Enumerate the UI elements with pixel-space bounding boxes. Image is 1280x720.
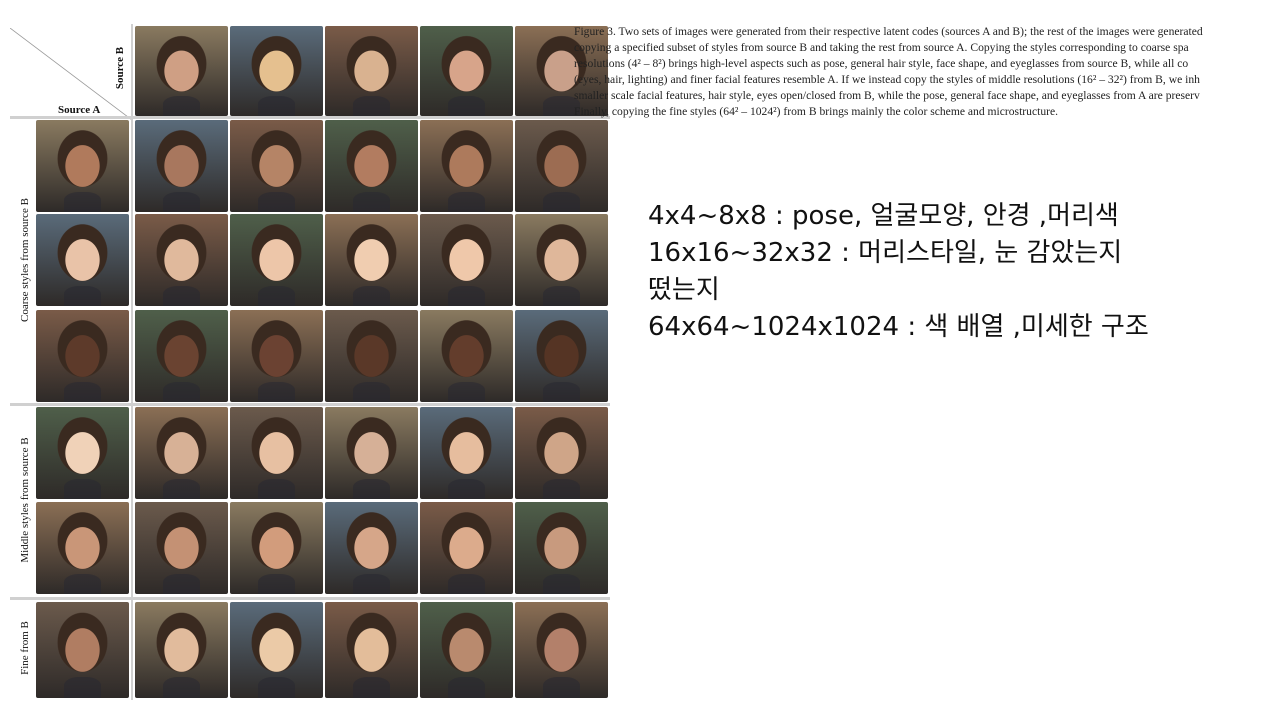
group-separator [10,597,610,600]
face-image [420,214,513,306]
caption-line: (eyes, hair, lighting) and finer facial … [574,73,1200,86]
face-image [230,502,323,594]
face-image [230,26,323,116]
face-image [515,214,608,306]
face-image [515,502,608,594]
face-image [420,502,513,594]
note-line: 16x16~32x32 : 머리스타일, 눈 감았는지 [648,238,1123,268]
note-line: 떴는지 [648,275,720,305]
face-image [36,310,129,402]
caption-line: smaller scale facial features, hair styl… [574,89,1200,102]
face-image [420,120,513,212]
face-image [420,310,513,402]
caption-line: Figure 3. Two sets of images were genera… [574,25,1203,38]
source-b-label: Source B [114,46,126,90]
face-image [36,602,129,698]
face-image [230,407,323,499]
header-diagonal [10,28,132,120]
middle-group-label: Middle styles from source B [19,437,31,563]
face-image [325,310,418,402]
face-image [420,26,513,116]
face-image [420,407,513,499]
figure-caption: Figure 3. Two sets of images were genera… [574,24,1280,120]
face-image [515,310,608,402]
face-image [230,310,323,402]
face-image [36,407,129,499]
face-image [325,26,418,116]
face-image [36,502,129,594]
face-image [515,26,608,116]
face-image [515,407,608,499]
face-image [230,214,323,306]
face-image [135,214,228,306]
coarse-group-label: Coarse styles from source B [19,197,31,323]
style-mixing-figure: Source B Source A Coarse styles from sou… [0,0,612,720]
face-image [325,120,418,212]
face-image [230,602,323,698]
face-image [36,214,129,306]
face-image [325,602,418,698]
face-image [325,407,418,499]
face-image [135,502,228,594]
korean-notes: 4x4~8x8 : pose, 얼굴모양, 안경 ,머리색 16x16~32x3… [648,198,1149,346]
row-separator [10,116,610,119]
face-image [230,120,323,212]
face-image [515,602,608,698]
face-image [515,120,608,212]
face-image [135,602,228,698]
source-a-label: Source A [58,104,101,116]
caption-line: resolutions (4² – 8²) brings high-level … [574,57,1189,70]
note-line: 4x4~8x8 : pose, 얼굴모양, 안경 ,머리색 [648,201,1119,231]
face-image [325,214,418,306]
note-line: 64x64~1024x1024 : 색 배열 ,미세한 구조 [648,312,1149,342]
face-image [135,26,228,116]
column-separator [131,24,133,700]
fine-group-label: Fine from B [19,621,31,675]
face-image [420,602,513,698]
group-separator [10,403,610,406]
face-image [36,120,129,212]
face-image [325,502,418,594]
caption-line: copying a specified subset of styles fro… [574,41,1189,54]
caption-line: Finally, copying the fine styles (64² – … [574,105,1059,118]
face-image [135,407,228,499]
face-image [135,310,228,402]
face-image [135,120,228,212]
